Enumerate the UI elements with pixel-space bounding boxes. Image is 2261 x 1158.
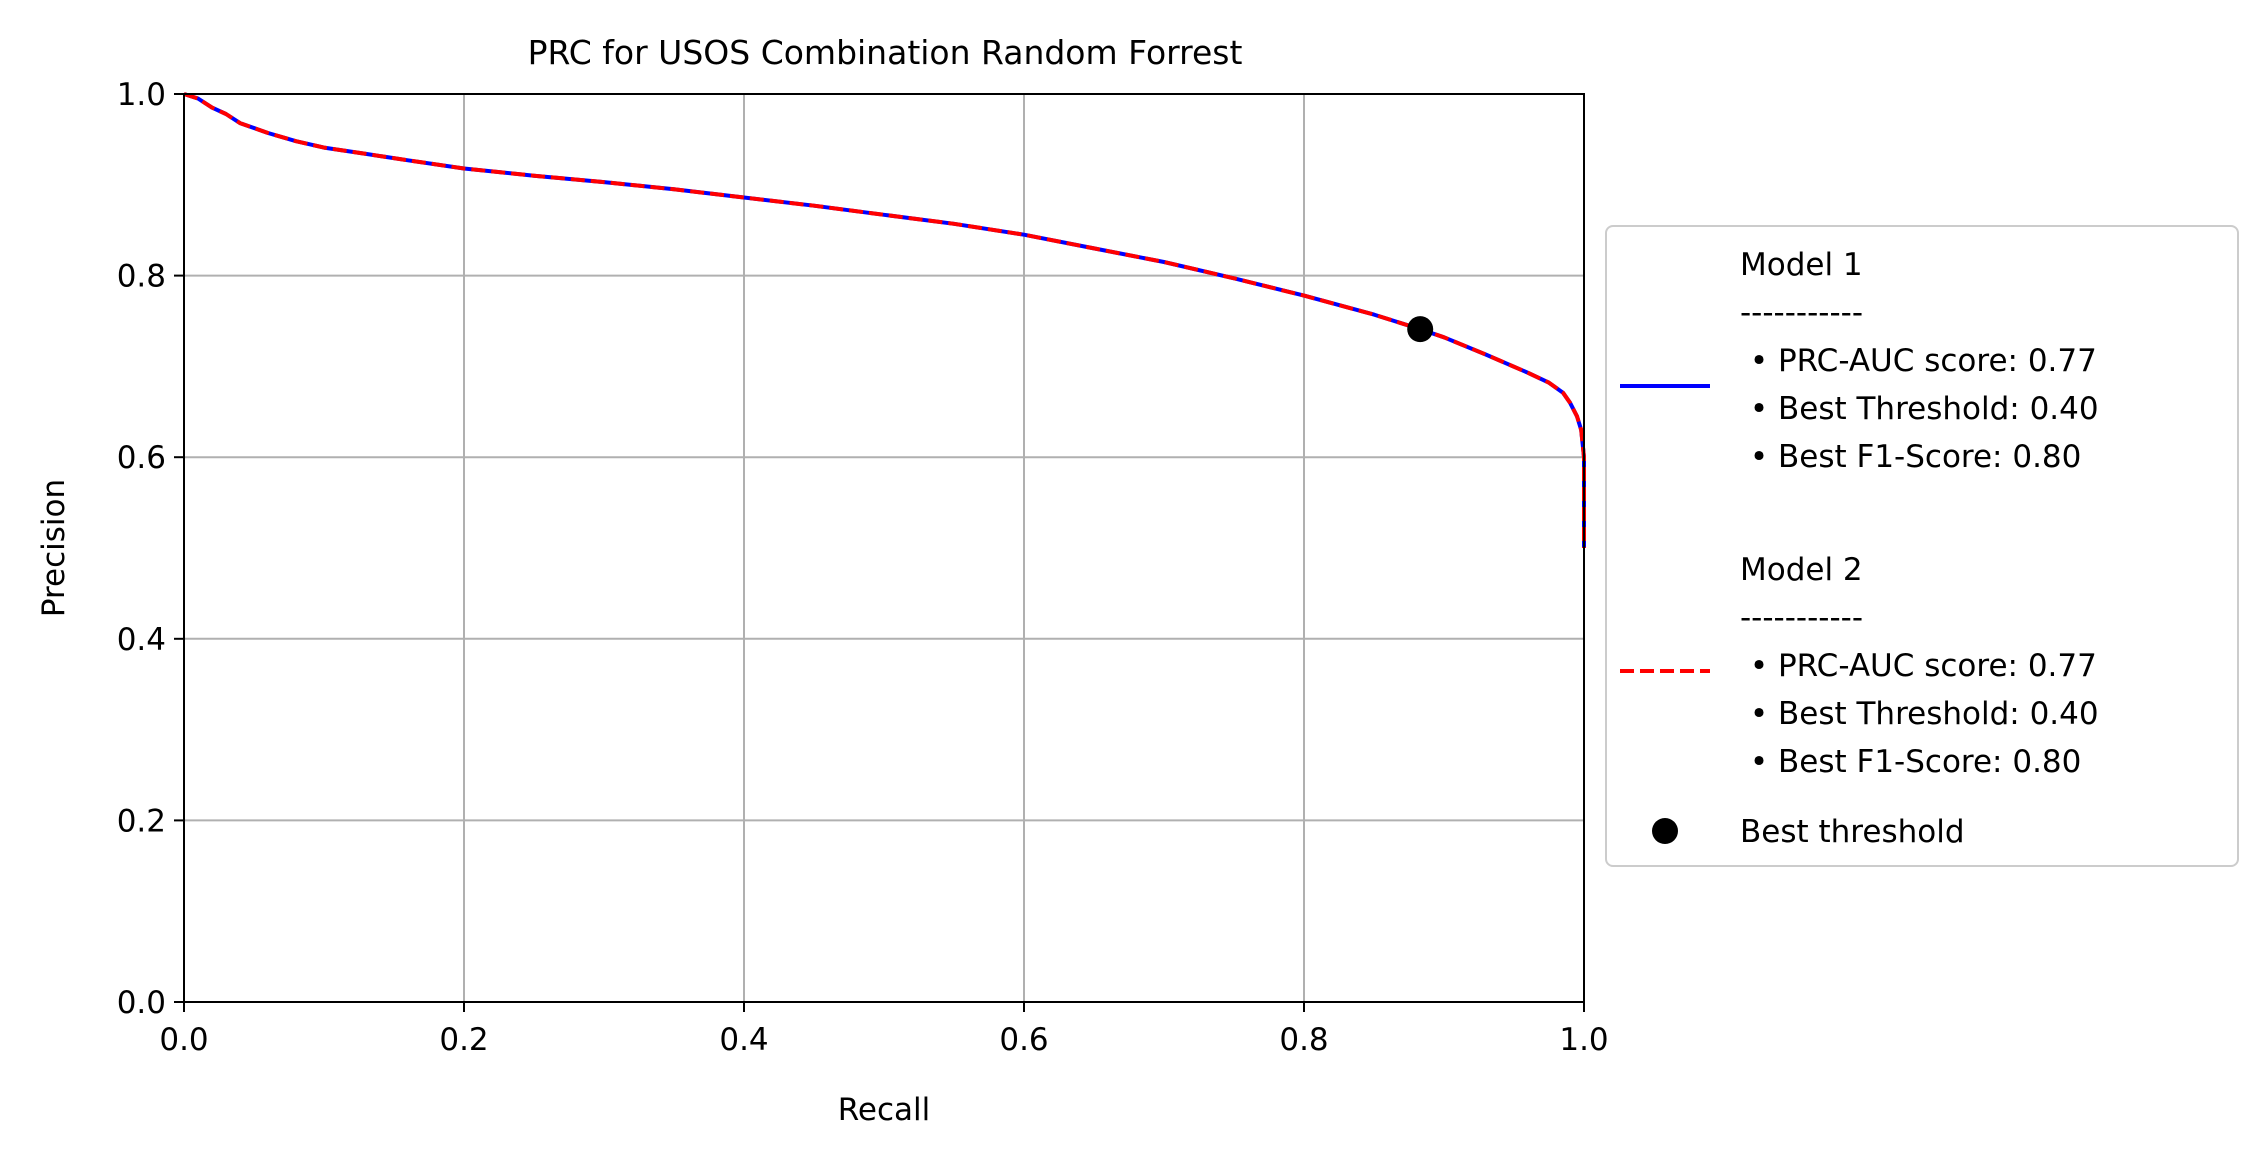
axis-ticks: 0.0 0.2 0.4 0.6 0.8 1.0 0.0 0.2 0.4 0.6 0.8 1.0	[117, 77, 1609, 1058]
x-tick-label: 0.8	[1279, 1022, 1328, 1058]
legend-detail: • PRC-AUC score: 0.77	[1740, 648, 2097, 684]
threshold-markers	[1407, 316, 1434, 343]
legend-label-best-threshold: Best threshold	[1740, 814, 1965, 850]
y-tick-label: 0.8	[117, 259, 166, 295]
legend-label-model-2: Model 2	[1740, 552, 1863, 588]
chart-title: PRC for USOS Combination Random Forrest	[528, 33, 1243, 72]
best-threshold-point	[1407, 316, 1434, 343]
y-axis-label: Precision	[36, 479, 72, 617]
y-tick-label: 0.2	[117, 803, 166, 839]
legend-detail: • PRC-AUC score: 0.77	[1740, 343, 2097, 379]
plot-frame	[183, 93, 1585, 1003]
x-tick-label: 1.0	[1559, 1022, 1608, 1058]
legend-marker-best-threshold	[1652, 818, 1678, 844]
legend-detail: -----------	[1740, 600, 1863, 636]
legend-detail: • Best F1-Score: 0.80	[1740, 744, 2081, 780]
y-tick-label: 1.0	[117, 77, 166, 113]
legend-label-model-1: Model 1	[1740, 247, 1863, 283]
legend-frame	[1605, 225, 2239, 867]
grid-lines	[183, 93, 1585, 1003]
legend: Model 1 ----------- • PRC-AUC score: 0.7…	[1605, 225, 2239, 867]
y-tick-label: 0.4	[117, 622, 166, 658]
x-tick-label: 0.6	[999, 1022, 1048, 1058]
x-tick-label: 0.4	[719, 1022, 768, 1058]
legend-detail: -----------	[1740, 295, 1863, 331]
legend-detail: • Best Threshold: 0.40	[1740, 391, 2099, 427]
x-axis-label: Recall	[838, 1092, 931, 1128]
y-tick-label: 0.6	[117, 440, 166, 476]
series-lines	[183, 92, 1586, 548]
x-tick-label: 0.2	[439, 1022, 488, 1058]
y-tick-label: 0.0	[117, 985, 166, 1021]
legend-detail: • Best Threshold: 0.40	[1740, 696, 2099, 732]
series-line-model-2	[183, 92, 1586, 548]
x-tick-label: 0.0	[159, 1022, 208, 1058]
legend-detail: • Best F1-Score: 0.80	[1740, 439, 2081, 475]
